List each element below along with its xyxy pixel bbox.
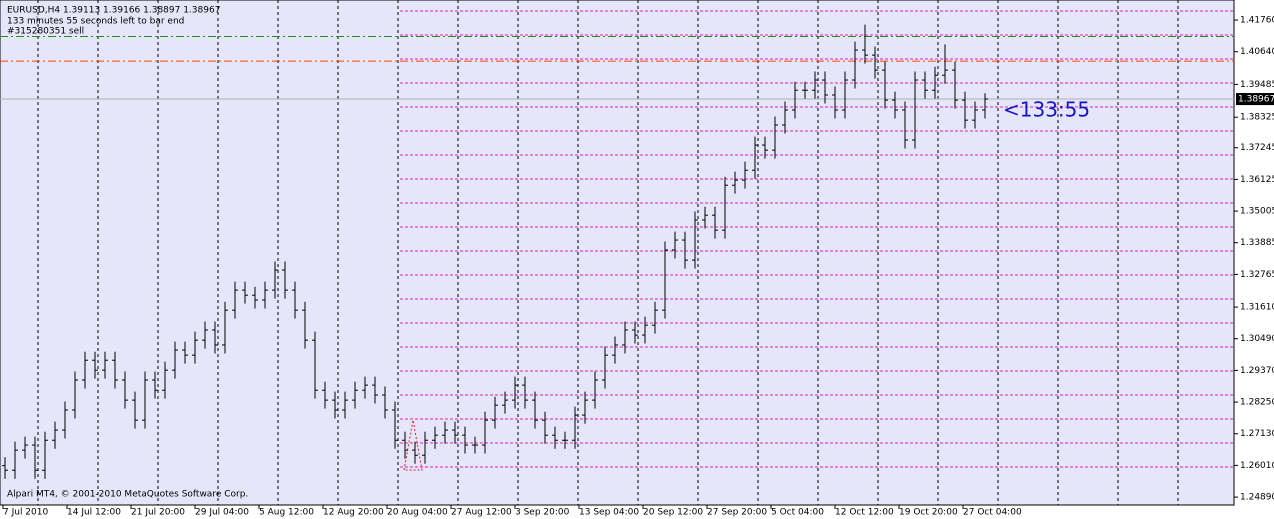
x-tick-label: 21 Jul 20:00 <box>131 508 185 518</box>
y-tick-label: 1.32765 <box>1240 270 1274 280</box>
x-tick-label: 5 Aug 12:00 <box>259 508 314 518</box>
x-tick-label: 27 Aug 12:00 <box>451 508 512 518</box>
y-tick-label: 1.39485 <box>1240 80 1274 90</box>
x-tick-label: 3 Sep 20:00 <box>515 508 570 518</box>
y-tick-label: 1.29370 <box>1240 366 1274 376</box>
plot-area <box>0 0 1235 506</box>
bid-label: 1.38967 <box>1238 95 1274 105</box>
x-tick-label: 13 Sep 04:00 <box>579 508 639 518</box>
decor <box>37 0 1234 505</box>
x-tick-label: 20 Sep 12:00 <box>643 508 703 518</box>
y-tick-label: 1.28250 <box>1240 398 1274 408</box>
y-tick-label: 1.41760 <box>1240 16 1274 26</box>
y-tick-label: 1.26010 <box>1240 461 1274 471</box>
copyright: Alpari MT4, © 2001-2010 MetaQuotes Softw… <box>7 490 248 500</box>
chart-header: EURUSD,H4 1.39113 1.39166 1.38897 1.3896… <box>7 6 220 16</box>
x-tick-label: 7 Jul 2010 <box>3 508 48 518</box>
triangle-object <box>403 419 423 471</box>
timer-text: 133 minutes 55 seconds left to bar end <box>7 17 184 27</box>
y-tick-label: 1.40640 <box>1240 47 1274 57</box>
order-text: #315280351 sell <box>7 27 84 37</box>
y-tick-label: 1.31610 <box>1240 303 1274 313</box>
x-tick-label: 29 Jul 04:00 <box>195 508 249 518</box>
countdown: <133:55 <box>1003 98 1090 122</box>
x-tick-label: 27 Oct 04:00 <box>963 508 1022 518</box>
x-tick-label: 5 Oct 04:00 <box>771 508 824 518</box>
x-tick-label: 12 Oct 12:00 <box>835 508 894 518</box>
x-tick-label: 27 Sep 20:00 <box>707 508 767 518</box>
y-tick-label: 1.35005 <box>1240 207 1274 217</box>
x-tick-label: 14 Jul 12:00 <box>67 508 121 518</box>
bid-label-box <box>1236 93 1274 106</box>
y-tick-label: 1.36125 <box>1240 175 1274 185</box>
y-tick-label: 1.37245 <box>1240 143 1274 153</box>
y-tick-label: 1.30490 <box>1240 334 1274 344</box>
y-tick-label: 1.38325 <box>1240 113 1274 123</box>
y-tick-label: 1.33885 <box>1240 238 1274 248</box>
y-tick-label: 1.24890 <box>1240 493 1274 503</box>
x-tick-label: 12 Aug 20:00 <box>323 508 384 518</box>
x-tick-label: 19 Oct 20:00 <box>899 508 958 518</box>
y-tick-label: 1.27130 <box>1240 429 1274 439</box>
x-tick-label: 20 Aug 04:00 <box>387 508 448 518</box>
